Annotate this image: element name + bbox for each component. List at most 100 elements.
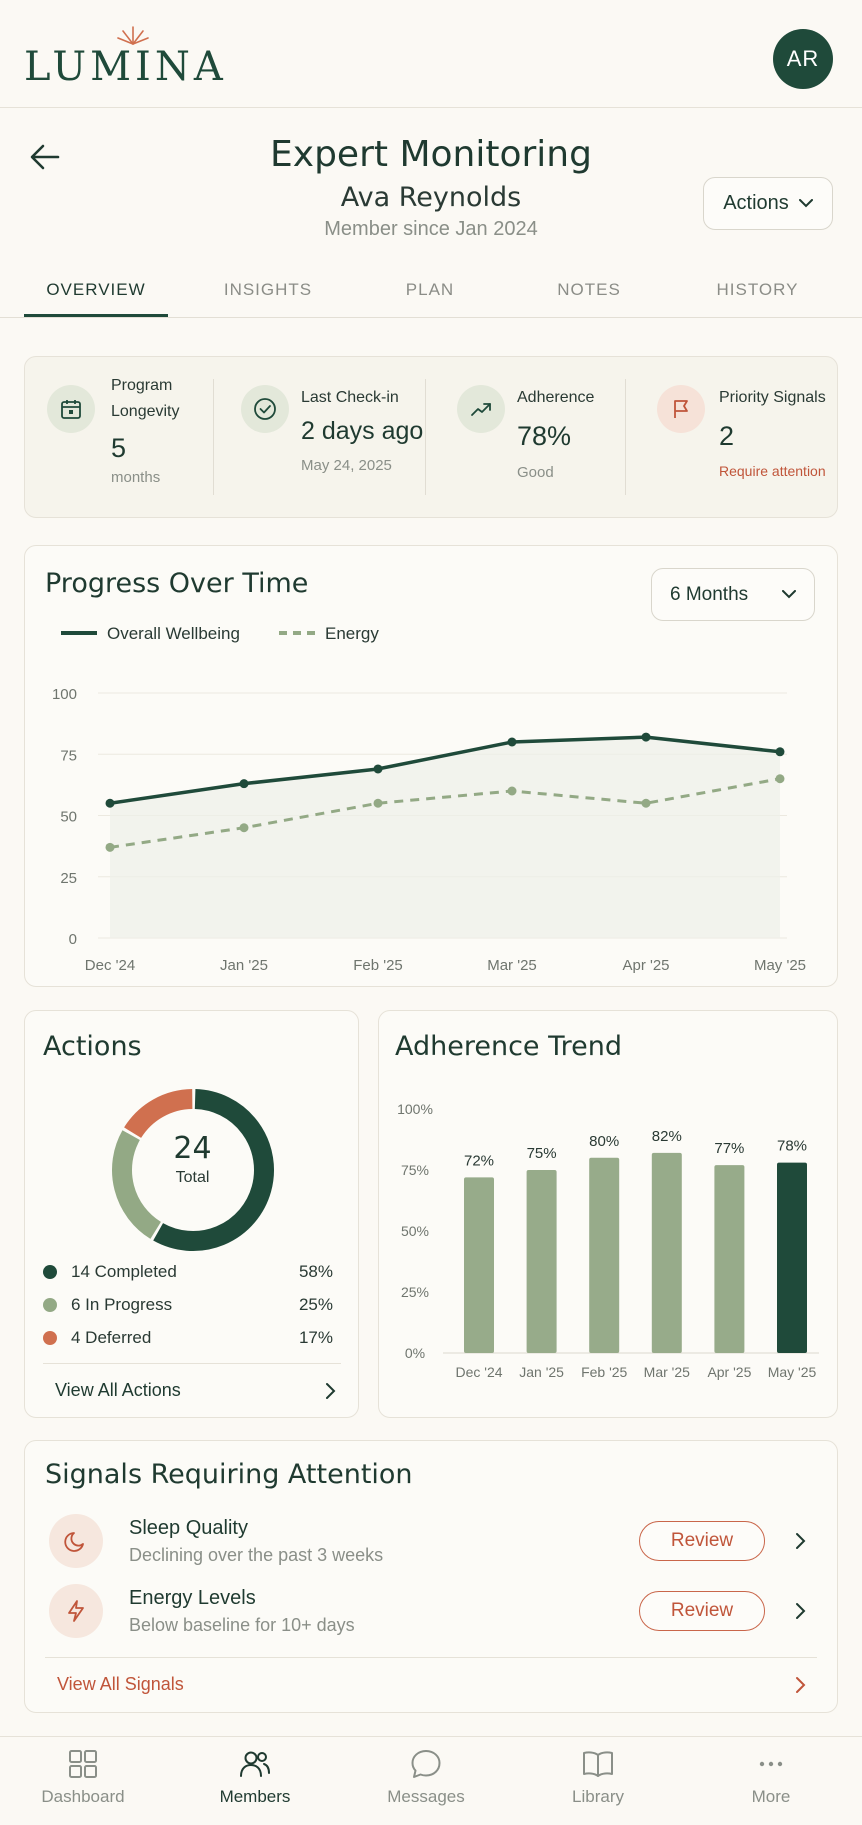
bar bbox=[714, 1165, 745, 1353]
legend-pct: 17% bbox=[298, 1328, 333, 1347]
users-icon bbox=[240, 1751, 270, 1777]
logo[interactable]: LUMINA bbox=[24, 44, 227, 90]
chevron-right-icon[interactable] bbox=[791, 1602, 809, 1620]
energy-point bbox=[105, 842, 115, 852]
x-tick-label: Dec '24 bbox=[455, 1364, 502, 1380]
bar-value-label: 75% bbox=[527, 1145, 557, 1162]
x-tick-label: May '25 bbox=[768, 1364, 817, 1380]
actions-dropdown-button[interactable]: Actions bbox=[703, 177, 833, 230]
signal-sub: Declining over the past 3 weeks bbox=[129, 1545, 384, 1565]
x-tick-label: Mar '25 bbox=[644, 1364, 690, 1380]
nav-label: Library bbox=[572, 1787, 624, 1806]
chevron-down-icon bbox=[782, 590, 796, 599]
legend-dot bbox=[43, 1265, 57, 1279]
y-tick-label: 0 bbox=[69, 931, 77, 948]
chat-icon bbox=[411, 1750, 441, 1778]
actions-total-label: Total bbox=[175, 1169, 210, 1186]
tab-insights[interactable]: INSIGHTS bbox=[223, 280, 313, 299]
progress-chart-card: Progress Over Time 6 Months Overall Well… bbox=[24, 545, 838, 987]
stat-signals-value: 2 bbox=[719, 421, 735, 451]
tab-overview[interactable]: OVERVIEW bbox=[46, 280, 146, 299]
tab-notes[interactable]: NOTES bbox=[557, 280, 621, 299]
bottom-navigation: Dashboard Members Messages Library More bbox=[0, 1736, 862, 1825]
wellbeing-point bbox=[507, 737, 517, 747]
summary-stats-card: Program Longevity 5 months Last Check-in… bbox=[24, 356, 838, 518]
actions-card-title: Actions bbox=[43, 1031, 142, 1062]
chevron-right-icon bbox=[326, 1383, 336, 1399]
bar-value-label: 80% bbox=[589, 1133, 619, 1150]
legend-pct: 25% bbox=[298, 1295, 333, 1314]
nav-library[interactable]: Library bbox=[538, 1747, 658, 1807]
stat-longevity-value: 5 bbox=[111, 433, 127, 463]
range-dropdown-label: 6 Months bbox=[670, 583, 749, 605]
wellbeing-point bbox=[641, 732, 651, 742]
y-tick-label: 50 bbox=[60, 809, 77, 826]
legend-in-progress: 6 In Progress 25% bbox=[43, 1292, 333, 1318]
nav-dashboard[interactable]: Dashboard bbox=[23, 1747, 143, 1807]
legend-dot bbox=[43, 1298, 57, 1312]
y-tick-label: 75% bbox=[401, 1162, 429, 1178]
signals-title: Signals Requiring Attention bbox=[45, 1459, 413, 1490]
nav-more[interactable]: More bbox=[711, 1747, 831, 1807]
active-tab-indicator bbox=[24, 314, 168, 317]
y-tick-label: 25 bbox=[60, 870, 77, 887]
review-button[interactable]: Review bbox=[639, 1521, 765, 1561]
range-dropdown[interactable]: 6 Months bbox=[651, 568, 815, 621]
wellbeing-point bbox=[105, 798, 115, 808]
y-tick-label: 100 bbox=[52, 686, 77, 703]
x-tick-label: Mar '25 bbox=[487, 957, 537, 974]
x-tick-label: Feb '25 bbox=[581, 1364, 627, 1380]
stat-adherence-value: 78% bbox=[517, 421, 572, 451]
legend-deferred: 4 Deferred 17% bbox=[43, 1325, 333, 1351]
stat-signals-sub: Require attention bbox=[719, 463, 826, 479]
x-tick-label: Apr '25 bbox=[707, 1364, 751, 1380]
chevron-right-icon bbox=[796, 1677, 806, 1693]
review-button[interactable]: Review bbox=[639, 1591, 765, 1631]
nav-messages[interactable]: Messages bbox=[366, 1747, 486, 1807]
tab-bar: OVERVIEW INSIGHTS PLAN NOTES HISTORY bbox=[0, 268, 862, 318]
signal-row-energy[interactable]: Energy Levels Below baseline for 10+ day… bbox=[25, 1577, 837, 1645]
signal-sub: Below baseline for 10+ days bbox=[129, 1615, 355, 1635]
actions-donut-chart bbox=[112, 1089, 274, 1251]
x-tick-label: Jan '25 bbox=[519, 1364, 564, 1380]
energy-point bbox=[373, 798, 383, 808]
book-icon bbox=[583, 1751, 613, 1777]
bar-value-label: 78% bbox=[777, 1138, 807, 1155]
signal-row-sleep[interactable]: Sleep Quality Declining over the past 3 … bbox=[25, 1507, 837, 1575]
stat-adherence-label: Adherence bbox=[517, 389, 595, 406]
legend-label: 4 Deferred bbox=[71, 1328, 152, 1347]
chevron-right-icon[interactable] bbox=[791, 1532, 809, 1550]
wellbeing-point bbox=[239, 779, 249, 789]
stat-longevity-label-2: Longevity bbox=[111, 403, 180, 420]
legend-label: 14 Completed bbox=[71, 1262, 177, 1281]
nav-members[interactable]: Members bbox=[195, 1747, 315, 1807]
tab-plan[interactable]: PLAN bbox=[405, 280, 455, 299]
back-arrow-icon[interactable] bbox=[28, 140, 62, 174]
nav-label: Members bbox=[219, 1787, 291, 1806]
logo-sunburst-icon bbox=[117, 26, 149, 45]
tab-history[interactable]: HISTORY bbox=[716, 280, 799, 299]
stat-divider bbox=[625, 379, 626, 495]
page-title: Expert Monitoring bbox=[270, 134, 592, 175]
signal-title: Energy Levels bbox=[129, 1587, 256, 1609]
chevron-down-icon bbox=[798, 199, 813, 208]
donut-slice-deferred bbox=[124, 1089, 193, 1139]
view-all-actions-label: View All Actions bbox=[55, 1380, 181, 1400]
bar bbox=[651, 1152, 682, 1353]
stat-adherence-sub: Good bbox=[517, 464, 554, 481]
nav-label: Messages bbox=[387, 1787, 465, 1806]
x-tick-label: Dec '24 bbox=[85, 957, 135, 974]
view-all-actions-link[interactable]: View All Actions bbox=[43, 1373, 341, 1409]
nav-label: Dashboard bbox=[41, 1787, 125, 1806]
y-tick-label: 0% bbox=[405, 1345, 425, 1361]
progress-chart-title: Progress Over Time bbox=[45, 568, 309, 599]
legend-dot bbox=[43, 1331, 57, 1345]
legend-completed: 14 Completed 58% bbox=[43, 1259, 333, 1285]
signals-card: Signals Requiring Attention Sleep Qualit… bbox=[24, 1440, 838, 1713]
avatar[interactable]: AR bbox=[773, 29, 833, 89]
view-all-signals-link[interactable]: View All Signals bbox=[45, 1665, 817, 1705]
bar bbox=[464, 1177, 494, 1353]
stat-checkin-value: 2 days ago bbox=[301, 417, 424, 445]
stat-longevity-sub: months bbox=[111, 469, 161, 486]
y-tick-label: 50% bbox=[401, 1223, 429, 1239]
